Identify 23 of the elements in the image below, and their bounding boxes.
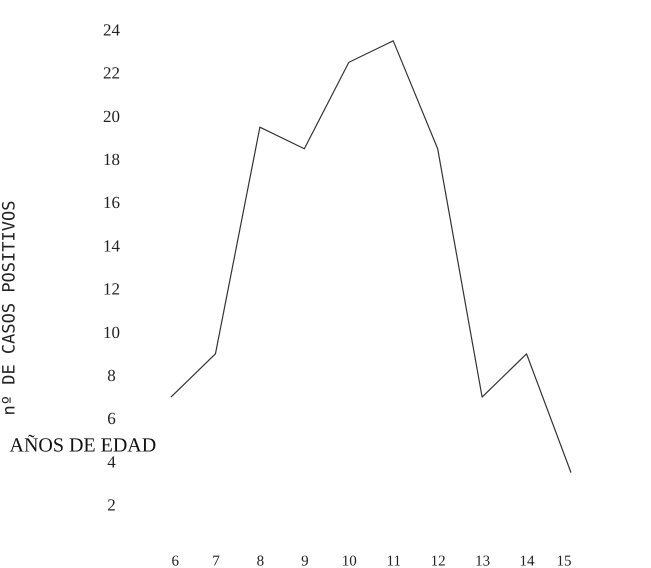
x-tick-label: 8	[256, 554, 264, 568]
x-tick-label: 9	[301, 554, 309, 568]
line-series	[170, 40, 572, 474]
y-tick-label: 12	[103, 280, 120, 299]
y-tick-label: 6	[107, 409, 116, 428]
y-tick-label: 16	[103, 193, 120, 212]
y-tick-label: 18	[103, 150, 120, 170]
x-tick-label: 15	[556, 554, 572, 568]
x-tick-label: 10	[342, 554, 357, 568]
x-tick-label: 7	[212, 554, 220, 568]
x-tick-label: 13	[475, 554, 490, 568]
y-tick-label: 24	[103, 20, 120, 40]
y-tick-label: 8	[107, 366, 116, 385]
y-tick-label: 10	[103, 322, 120, 342]
y-tick-label: 20	[103, 106, 120, 126]
y-axis-title: nº DE CASOS POSITIVOS	[0, 200, 20, 416]
x-tick-label: 11	[386, 554, 401, 568]
y-tick-label: 22	[103, 64, 120, 83]
x-tick-label: 14	[520, 554, 536, 568]
x-tick-label: 6	[172, 554, 180, 568]
y-tick-label: 2	[107, 496, 116, 514]
x-tick-label: 12	[430, 554, 446, 568]
y-tick-label: 14	[103, 236, 120, 256]
